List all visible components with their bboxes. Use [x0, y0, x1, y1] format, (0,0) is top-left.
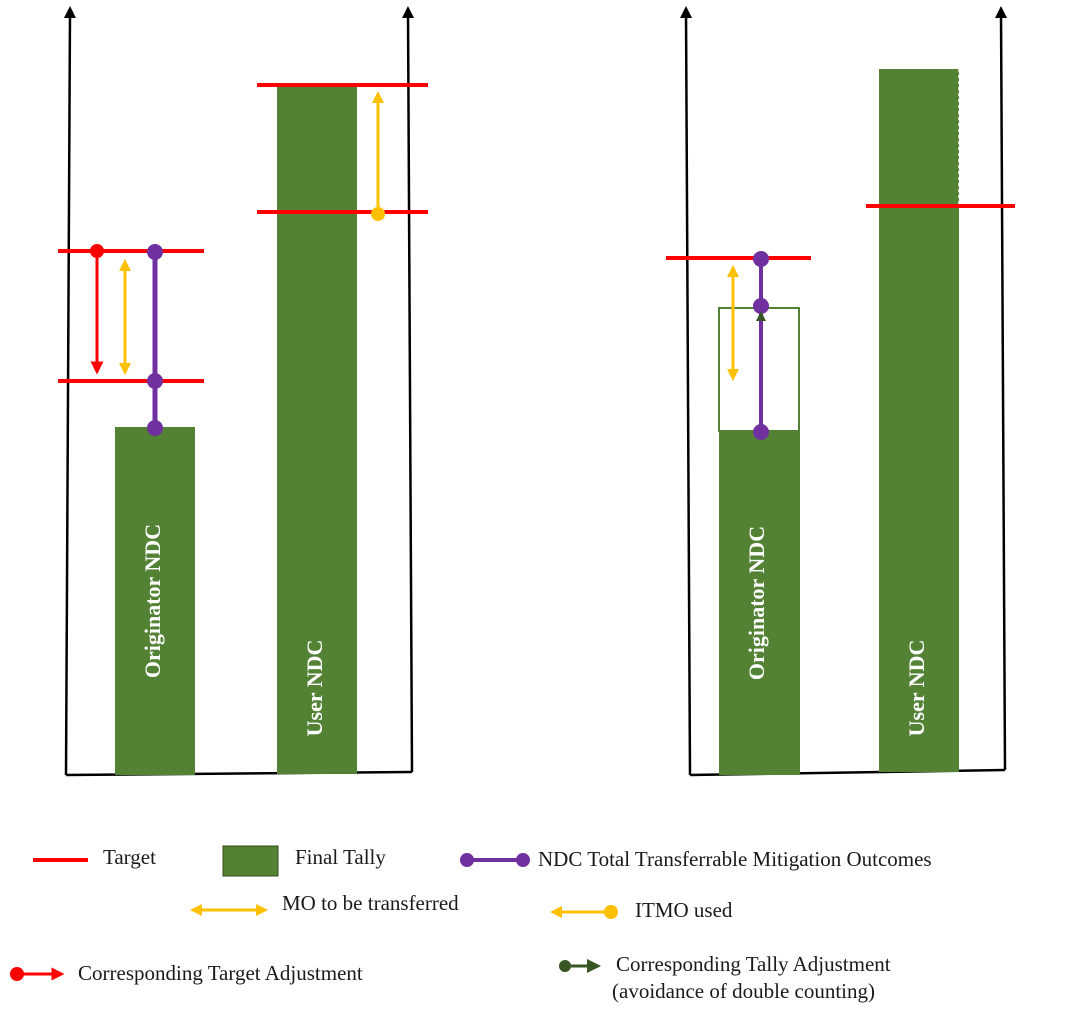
ndc-total-dot-top — [753, 251, 769, 267]
target-adjustment-dot — [90, 244, 104, 258]
legend-target-adjustment-text: Corresponding Target Adjustment — [78, 961, 363, 985]
legend-ndc-total-text: NDC Total Transferrable Mitigation Outco… — [538, 847, 932, 871]
left-axis-originator — [680, 6, 693, 776]
originator-ndc-bar — [115, 427, 195, 775]
ndc-total-dot-top — [147, 244, 163, 260]
user-tally-addition — [879, 69, 959, 206]
legend-ndc-total-dot-right — [516, 853, 530, 867]
right-axis-user — [995, 6, 1008, 771]
legend-tally-adjustment-line1: Corresponding Tally Adjustment — [616, 952, 891, 976]
ndc-total-dot-mid — [147, 373, 163, 389]
originator-ndc-bar — [719, 431, 800, 775]
legend: Target Final Tally NDC Total Transferrab… — [10, 845, 932, 1003]
legend-final-tally-text: Final Tally — [295, 845, 386, 869]
originator-ndc-label: Originator NDC — [744, 526, 769, 680]
originator-ndc-label: Originator NDC — [140, 524, 165, 678]
left-axis-originator — [63, 6, 76, 776]
legend-tally-adjustment-dot — [559, 960, 571, 972]
user-ndc-label: User NDC — [904, 640, 929, 737]
legend-target-text: Target — [103, 845, 156, 869]
legend-ndc-total-dot-left — [460, 853, 474, 867]
legend-tally-adjustment-line2: (avoidance of double counting) — [612, 979, 875, 1003]
legend-itmo-used-text: ITMO used — [635, 898, 733, 922]
ndc-total-dot-bottom — [753, 424, 769, 440]
left-panel: Originator NDC User NDC — [58, 6, 428, 777]
user-ndc-bar — [879, 206, 959, 772]
user-ndc-label: User NDC — [302, 640, 327, 737]
right-axis-user — [402, 6, 415, 773]
legend-final-tally-swatch — [222, 845, 279, 877]
ndc-total-dot-mid — [753, 298, 769, 314]
itmo-used-dot — [371, 207, 385, 221]
right-panel: Originator NDC User NDC — [666, 6, 1015, 777]
legend-itmo-used-dot — [604, 905, 618, 919]
ndc-total-dot-bottom — [147, 420, 163, 436]
legend-target-adjustment-dot — [10, 967, 24, 981]
tally-adjustment-arrowhead — [756, 311, 766, 321]
user-ndc-bar — [277, 85, 357, 774]
legend-mo-transferred-text: MO to be transferred — [282, 891, 459, 915]
